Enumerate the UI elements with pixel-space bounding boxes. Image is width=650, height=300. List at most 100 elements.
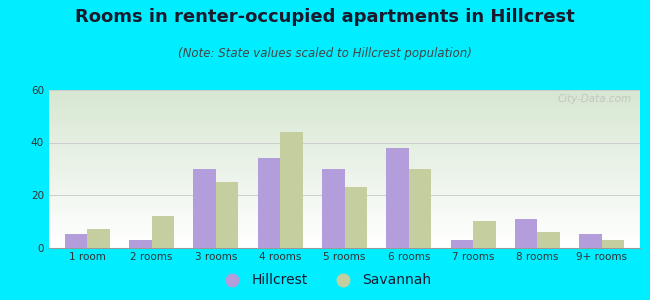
Bar [49, 204, 640, 205]
Bar [49, 219, 640, 220]
Bar [49, 160, 640, 161]
Bar [49, 146, 640, 147]
Text: Rooms in renter-occupied apartments in Hillcrest: Rooms in renter-occupied apartments in H… [75, 8, 575, 26]
Bar [49, 126, 640, 127]
Bar [49, 211, 640, 212]
Bar [49, 99, 640, 100]
Bar [49, 152, 640, 153]
Bar [49, 196, 640, 197]
Bar [49, 158, 640, 159]
Bar [49, 161, 640, 162]
Bar [49, 116, 640, 117]
Bar [49, 212, 640, 213]
Bar [49, 209, 640, 210]
Bar [49, 97, 640, 98]
Bar [49, 140, 640, 141]
Bar [49, 143, 640, 144]
Bar [49, 203, 640, 204]
Bar [49, 177, 640, 178]
Bar [49, 226, 640, 227]
Bar [49, 197, 640, 198]
Legend: Hillcrest, Savannah: Hillcrest, Savannah [213, 268, 437, 293]
Bar [49, 174, 640, 175]
Bar [49, 168, 640, 169]
Bar [49, 159, 640, 160]
Bar [257, 158, 280, 248]
Bar [49, 111, 640, 112]
Bar [49, 201, 640, 202]
Bar [49, 90, 640, 91]
Bar [49, 108, 640, 109]
Bar [49, 215, 640, 216]
Bar [49, 139, 640, 140]
Bar [49, 132, 640, 133]
Bar [49, 187, 640, 188]
Bar [49, 145, 640, 146]
Bar [49, 121, 640, 122]
Bar [49, 119, 640, 120]
Bar [49, 94, 640, 95]
Bar [49, 191, 640, 192]
Bar [49, 210, 640, 211]
Bar [49, 218, 640, 219]
Bar [49, 124, 640, 125]
Bar [49, 181, 640, 182]
Bar [49, 98, 640, 99]
Bar [49, 237, 640, 238]
Bar [49, 198, 640, 199]
Bar [49, 141, 640, 142]
Bar [49, 142, 640, 143]
Bar [49, 164, 640, 165]
Bar [49, 112, 640, 113]
Bar [49, 224, 640, 225]
Bar [49, 223, 640, 224]
Bar [49, 120, 640, 121]
Bar [49, 135, 640, 136]
Bar [49, 230, 640, 231]
Bar [49, 172, 640, 173]
Bar [216, 182, 239, 247]
Bar [49, 166, 640, 167]
Bar [49, 103, 640, 104]
Bar [49, 136, 640, 137]
Bar [49, 229, 640, 230]
Bar [49, 169, 640, 170]
Bar [49, 92, 640, 93]
Bar [473, 221, 495, 248]
Bar [49, 107, 640, 108]
Bar [49, 178, 640, 179]
Bar [49, 110, 640, 111]
Bar [49, 228, 640, 229]
Bar [409, 169, 432, 248]
Bar [49, 225, 640, 226]
Bar [49, 222, 640, 223]
Bar [49, 234, 640, 235]
Bar [49, 167, 640, 168]
Bar [49, 113, 640, 114]
Bar [49, 93, 640, 94]
Bar [49, 162, 640, 163]
Bar [49, 153, 640, 154]
Bar [49, 233, 640, 234]
Bar [49, 115, 640, 116]
Bar [49, 246, 640, 247]
Bar [49, 104, 640, 105]
Bar [602, 240, 624, 248]
Bar [49, 129, 640, 130]
Bar [49, 194, 640, 195]
Bar [49, 206, 640, 207]
Bar [49, 179, 640, 180]
Bar [49, 221, 640, 222]
Bar [49, 241, 640, 242]
Bar [49, 243, 640, 244]
Bar [280, 132, 303, 248]
Bar [49, 190, 640, 191]
Bar [49, 231, 640, 232]
Bar [49, 240, 640, 241]
Bar [49, 118, 640, 119]
Bar [49, 239, 640, 240]
Bar [49, 200, 640, 201]
Bar [49, 238, 640, 239]
Bar [49, 151, 640, 152]
Bar [49, 137, 640, 138]
